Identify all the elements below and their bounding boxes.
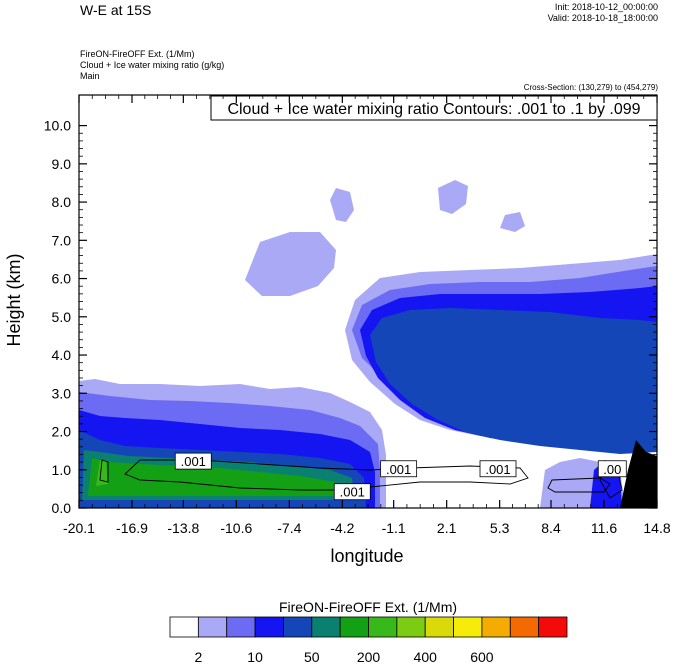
x-tick-label: -16.9 <box>116 520 148 536</box>
x-tick-label: -10.6 <box>220 520 252 536</box>
colorbar-swatch <box>424 616 454 638</box>
contour-label: .001 <box>181 454 206 469</box>
colorbar-label: 10 <box>247 649 263 665</box>
x-tick-label: -4.2 <box>330 520 354 536</box>
terrain <box>620 440 657 508</box>
domain-label: Main <box>80 71 100 81</box>
y-tick-label: 8.0 <box>52 194 72 210</box>
colorbar-swatch <box>226 616 256 638</box>
colorbar-label: 600 <box>470 649 494 665</box>
contour-labels: .001 .001 .001 .001 .00 <box>174 452 627 501</box>
y-tick-label: 7.0 <box>52 232 72 248</box>
field-low-level-7 <box>96 460 108 486</box>
field-upper-level-3 <box>438 180 468 214</box>
shaded-field <box>79 95 657 508</box>
y-tick-label: 2.0 <box>52 424 72 440</box>
y-tick-label: 0.0 <box>52 500 72 516</box>
colorbar-swatch <box>254 616 284 638</box>
contour-label-box <box>333 483 371 501</box>
colorbar-label: 50 <box>304 649 320 665</box>
cross-section-label: Cross-Section: (130,279) to (454,279) <box>523 83 658 92</box>
colorbar-swatch <box>169 616 199 638</box>
colorbar-swatch <box>197 616 228 638</box>
colorbar-label: 400 <box>414 649 438 665</box>
colorbar-swatch <box>396 616 426 638</box>
colorbar-swatch <box>481 616 511 638</box>
x-tick-label: 8.4 <box>541 520 561 536</box>
y-tick-label: 1.0 <box>52 462 72 478</box>
x-tick-label: -20.1 <box>63 520 95 536</box>
y-tick-label: 5.0 <box>52 309 72 325</box>
contour-legend-box <box>210 95 658 121</box>
y-tick-label: 4.0 <box>52 347 72 363</box>
colorbar-swatch <box>283 616 313 638</box>
colorbar-swatch <box>339 616 369 638</box>
field-upper-level-4 <box>500 212 525 232</box>
valid-time: Valid: 2018-10-18_18:00:00 <box>547 13 658 23</box>
y-axis-label: Height (km) <box>4 253 24 346</box>
contour-variable-label: Cloud + Ice water mixing ratio (g/kg) <box>80 60 225 70</box>
colorbar-title: FireON-FireOFF Ext. (1/Mm) <box>279 599 457 615</box>
x-tick-label: -7.4 <box>277 520 301 536</box>
colorbar-swatch <box>509 616 540 638</box>
contour-label: .001 <box>340 485 365 500</box>
field-upper-level-1 <box>245 232 336 296</box>
y-tick-label: 10.0 <box>44 118 71 134</box>
colorbar-swatch <box>453 616 483 638</box>
colorbar-swatch <box>311 616 341 638</box>
contour-line-3 <box>547 477 611 493</box>
init-time: Init: 2018-10-12_00:00:00 <box>554 2 658 12</box>
y-tick-label: 3.0 <box>52 385 72 401</box>
axis-ticks: 0.0 1.0 2.0 3.0 4.0 5.0 6.0 7.0 8.0 9.0 10.0 -20.1 -… <box>44 95 671 536</box>
colorbar-swatch <box>368 616 398 638</box>
contour-label-box <box>174 452 212 470</box>
field-mid-level-4 <box>370 308 657 454</box>
contour-label: .00 <box>603 462 621 477</box>
colorbar: 2 10 50 200 400 600 <box>169 616 568 665</box>
contour-legend-text: Cloud + Ice water mixing ratio Contours:… <box>227 101 640 118</box>
x-tick-label: 14.8 <box>643 520 670 536</box>
shaded-variable-label: FireON-FireOFF Ext. (1/Mm) <box>80 49 195 59</box>
contour-label-box <box>479 460 517 478</box>
contour-label: .001 <box>485 462 510 477</box>
contour-label-box <box>380 460 418 478</box>
y-tick-label: 9.0 <box>52 156 72 172</box>
x-tick-label: -1.1 <box>382 520 406 536</box>
colorbar-swatch <box>538 616 568 638</box>
y-tick-label: 6.0 <box>52 271 72 287</box>
x-tick-label: 2.1 <box>437 520 457 536</box>
x-tick-label: 5.3 <box>490 520 510 536</box>
chart-title: W-E at 15S <box>80 2 152 18</box>
contour-label-box <box>597 460 627 478</box>
contour-label: .001 <box>386 462 411 477</box>
x-axis-label: longitude <box>330 546 403 566</box>
x-tick-label: 11.6 <box>591 520 617 536</box>
contour-line-2 <box>99 459 109 483</box>
field-upper-level-2 <box>330 188 354 222</box>
x-tick-label: -13.8 <box>167 520 199 536</box>
colorbar-label: 200 <box>357 649 381 665</box>
colorbar-label: 2 <box>194 649 202 665</box>
field-low-level-6 <box>88 458 340 496</box>
contour-line-1 <box>124 459 529 491</box>
contour-lines <box>99 459 623 499</box>
